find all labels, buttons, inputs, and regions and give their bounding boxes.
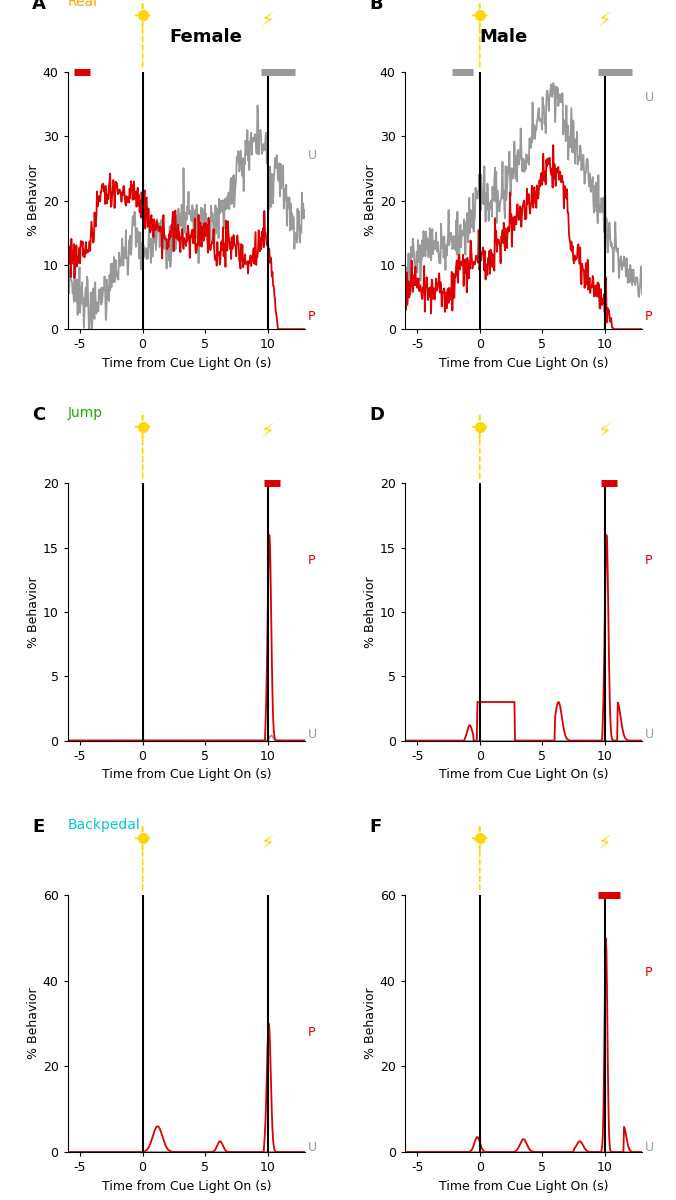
Y-axis label: % Behavior: % Behavior	[27, 164, 40, 236]
X-axis label: Time from Cue Light On (s): Time from Cue Light On (s)	[439, 356, 608, 370]
Text: ⚡: ⚡	[261, 834, 274, 853]
Text: P: P	[645, 966, 652, 978]
Text: Backpedal: Backpedal	[68, 817, 141, 832]
Text: ⚡: ⚡	[261, 422, 274, 442]
Text: U: U	[308, 1141, 316, 1154]
X-axis label: Time from Cue Light On (s): Time from Cue Light On (s)	[439, 768, 608, 781]
Text: U: U	[645, 1141, 654, 1154]
Text: B: B	[369, 0, 383, 13]
Text: P: P	[308, 554, 315, 568]
Text: E: E	[32, 817, 44, 835]
Y-axis label: % Behavior: % Behavior	[364, 988, 377, 1060]
Text: Female: Female	[170, 28, 243, 46]
X-axis label: Time from Cue Light On (s): Time from Cue Light On (s)	[101, 356, 271, 370]
Text: P: P	[645, 310, 652, 323]
Text: Male: Male	[479, 28, 528, 46]
Y-axis label: % Behavior: % Behavior	[27, 988, 40, 1060]
Text: U: U	[308, 149, 316, 162]
Text: ⚡: ⚡	[598, 11, 612, 30]
Text: ⚡: ⚡	[598, 834, 612, 853]
Text: F: F	[369, 817, 381, 835]
Text: Rear: Rear	[68, 0, 99, 8]
Text: A: A	[32, 0, 46, 13]
X-axis label: Time from Cue Light On (s): Time from Cue Light On (s)	[101, 1180, 271, 1193]
X-axis label: Time from Cue Light On (s): Time from Cue Light On (s)	[439, 1180, 608, 1193]
Text: U: U	[645, 727, 654, 740]
Y-axis label: % Behavior: % Behavior	[364, 576, 377, 648]
Y-axis label: % Behavior: % Behavior	[364, 164, 377, 236]
Text: ⚡: ⚡	[598, 422, 612, 442]
Text: C: C	[32, 407, 45, 425]
X-axis label: Time from Cue Light On (s): Time from Cue Light On (s)	[101, 768, 271, 781]
Text: U: U	[645, 91, 654, 104]
Text: U: U	[308, 727, 316, 740]
Text: P: P	[308, 1026, 315, 1038]
Text: Jump: Jump	[68, 407, 103, 420]
Text: D: D	[369, 407, 384, 425]
Text: ⚡: ⚡	[261, 11, 274, 30]
Text: P: P	[308, 310, 315, 323]
Y-axis label: % Behavior: % Behavior	[27, 576, 40, 648]
Text: P: P	[645, 554, 652, 568]
